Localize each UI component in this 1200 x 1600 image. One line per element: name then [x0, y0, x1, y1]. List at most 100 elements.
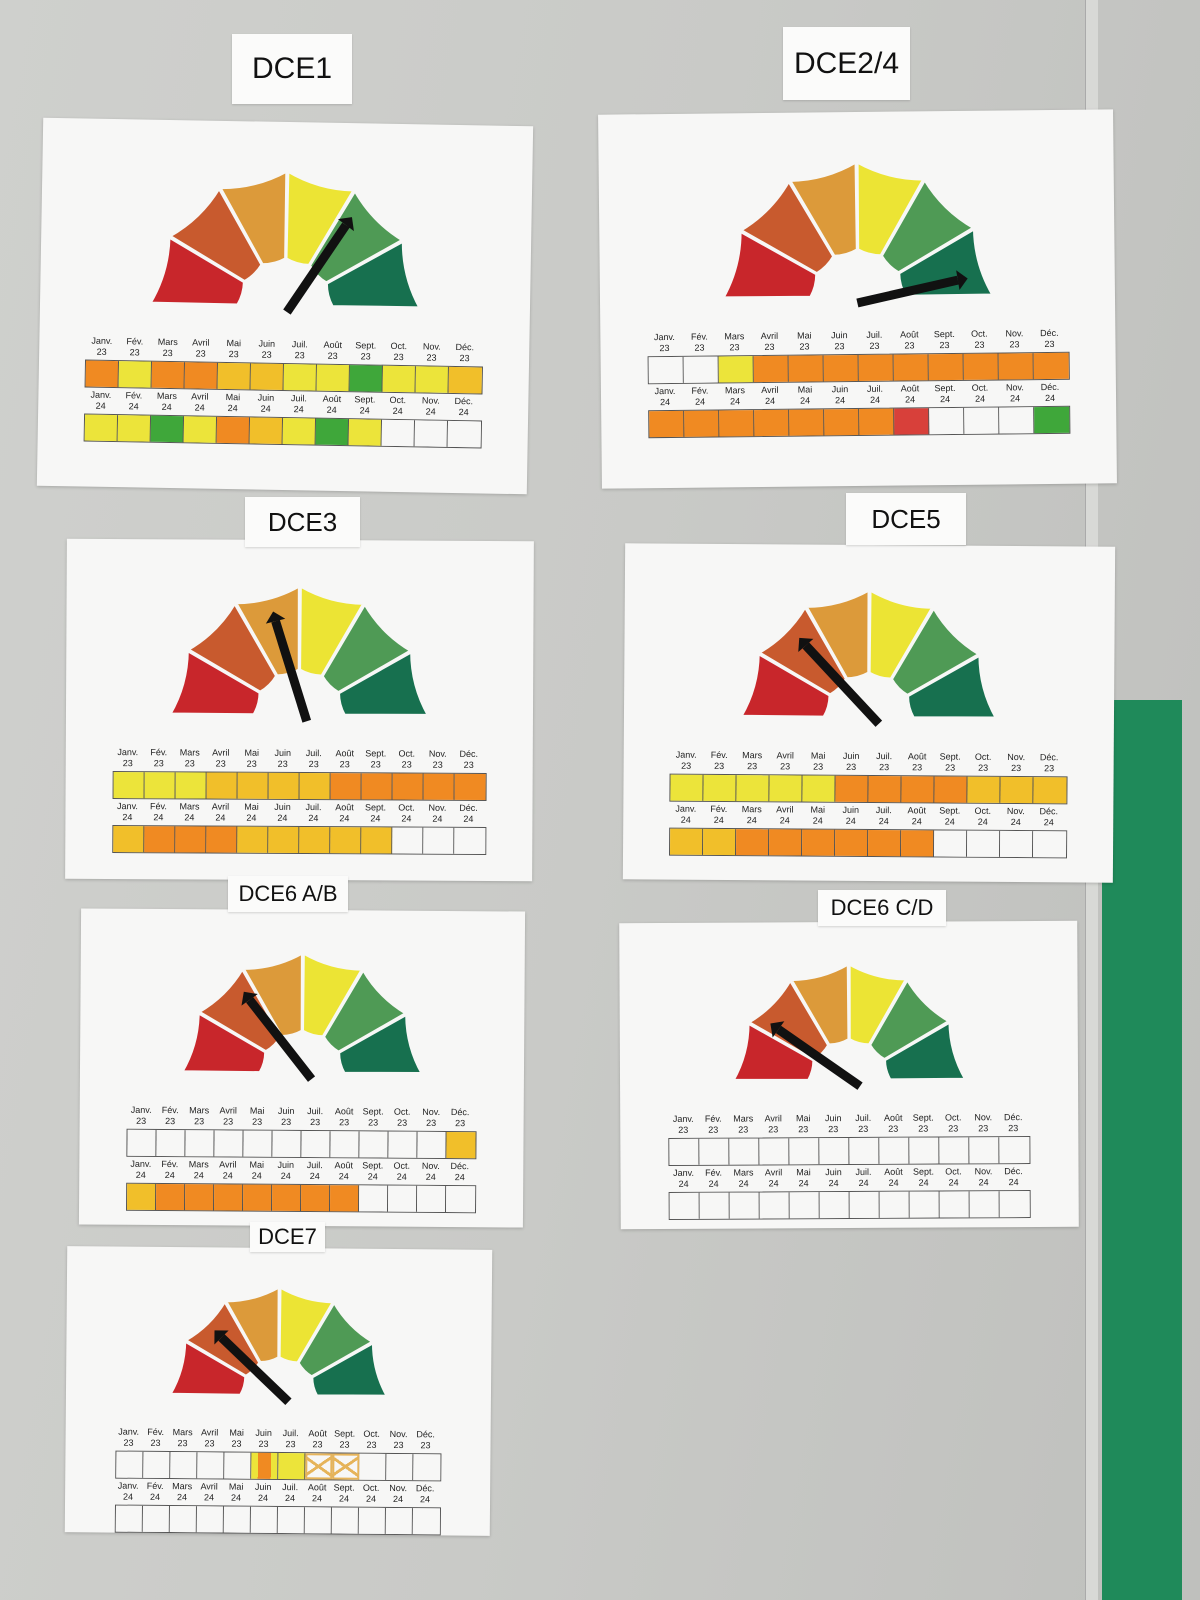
month-name: Mars — [733, 1113, 754, 1124]
month-year: 23 — [360, 351, 371, 362]
status-row — [112, 771, 487, 801]
status-cell — [753, 409, 789, 436]
month-name: Fév. — [125, 390, 143, 401]
status-cell — [144, 772, 176, 799]
month-name: Oct. — [398, 748, 416, 759]
month-year: 24 — [454, 1172, 465, 1183]
month-year: 23 — [223, 1116, 234, 1127]
month-label: Nov. 24 — [416, 1161, 445, 1183]
month-name: Mai — [249, 1159, 265, 1170]
month-year: 24 — [904, 394, 916, 405]
month-year: 23 — [194, 1116, 205, 1127]
month-year: 24 — [1044, 392, 1056, 403]
gauge-needle-arrowhead — [241, 991, 258, 1006]
month-label: Juil. 24 — [282, 393, 315, 416]
month-year: 23 — [978, 762, 989, 773]
board-sheet: Janv. 23 Fév. 23 Mars 23 Avril 23 Mai 23 Juin 23 Jui… — [619, 920, 1079, 1230]
status-cell — [196, 1506, 224, 1533]
status-cell — [447, 421, 482, 448]
gauge-needle — [855, 275, 959, 308]
status-cell — [272, 1130, 302, 1157]
month-year: 24 — [834, 395, 846, 406]
month-label: Déc. 23 — [453, 749, 484, 771]
status-cell — [361, 773, 393, 800]
month-name: Mai — [226, 338, 242, 349]
month-name: Janv. — [654, 385, 676, 397]
month-year: 24 — [1008, 1177, 1019, 1188]
status-row — [647, 351, 1070, 385]
month-year: 24 — [1009, 393, 1021, 404]
month-label: Avril 23 — [214, 1105, 243, 1127]
month-name: Fév. — [150, 801, 167, 812]
month-year: 24 — [260, 403, 271, 414]
month-labels: Janv. 24 Fév. 24 Mars 24 Avril 24 Mai 24 Juin 24 Jui… — [668, 1166, 1030, 1190]
status-cell — [142, 1505, 170, 1533]
month-year: 24 — [194, 402, 205, 413]
month-label: Oct. 24 — [381, 395, 414, 418]
status-cell — [236, 826, 268, 853]
status-cell — [422, 827, 454, 854]
month-label: Mai 24 — [216, 392, 249, 415]
status-cell — [963, 353, 999, 380]
month-name: Sept. — [939, 751, 961, 762]
board-sheet: Janv. 23 Fév. 23 Mars 23 Avril 23 Mai 23 Juin 23 Jui… — [78, 908, 526, 1228]
month-year: 24 — [738, 1178, 749, 1189]
month-name: Juil. — [306, 1160, 323, 1171]
status-cell — [415, 366, 449, 394]
gauge-needle — [775, 1025, 863, 1090]
month-label: Sept. 24 — [348, 394, 381, 417]
month-label: Janv. 23 — [127, 1105, 156, 1127]
month-label: Fév. 23 — [682, 331, 717, 353]
board-title: DCE7 — [250, 1222, 325, 1252]
monthly-grid: Janv. 23 Fév. 23 Mars 23 Avril 23 Mai 23 Juin 23 Jui… — [647, 328, 1070, 439]
month-year: 24 — [869, 394, 881, 405]
month-name: Août — [884, 1166, 903, 1177]
status-row — [647, 405, 1070, 439]
month-label: Sept. 24 — [360, 802, 391, 824]
month-name: Janv. — [118, 1426, 140, 1437]
month-name: Juil. — [290, 393, 307, 404]
month-year: 23 — [368, 1117, 379, 1128]
month-name: Oct. — [362, 1482, 380, 1493]
board-sheet: Janv. 23 Fév. 23 Mars 23 Avril 23 Mai 23 Juin 23 Jui… — [622, 543, 1116, 883]
status-cell — [243, 1184, 273, 1211]
month-name: Avril — [764, 1167, 783, 1178]
status-cell — [304, 1453, 332, 1480]
board-title: DCE5 — [846, 493, 966, 545]
month-label: Sept. 23 — [331, 1428, 358, 1450]
board-title: DCE6 C/D — [818, 890, 946, 926]
month-name: Sept. — [354, 394, 376, 405]
month-year: 23 — [1044, 763, 1055, 774]
status-cell — [359, 1185, 389, 1212]
month-name: Avril — [200, 1481, 218, 1492]
month-label: Mai 23 — [788, 1113, 818, 1135]
month-year: 23 — [312, 1439, 323, 1450]
status-cell — [250, 1452, 278, 1479]
month-year: 24 — [858, 1177, 869, 1188]
month-name: Fév. — [690, 331, 708, 342]
month-name: Mars — [179, 801, 200, 812]
month-year: 23 — [939, 339, 950, 351]
month-year: 23 — [798, 1124, 809, 1135]
month-year: 24 — [974, 393, 986, 404]
month-label: Janv. 23 — [670, 750, 703, 772]
month-name: Août — [308, 1428, 327, 1439]
status-cell — [736, 829, 770, 856]
status-cell — [849, 1191, 880, 1218]
month-year: 24 — [425, 406, 436, 417]
month-year: 23 — [129, 347, 140, 358]
status-cell — [299, 772, 331, 800]
month-name: Oct. — [971, 382, 989, 393]
month-labels: Janv. 23 Fév. 23 Mars 23 Avril 23 Mai 23 Juin 23 Jui… — [112, 747, 486, 771]
month-name: Oct. — [393, 1106, 411, 1117]
month-label: Oct. 24 — [387, 1161, 416, 1183]
month-year: 24 — [184, 812, 195, 823]
status-cell — [928, 407, 964, 435]
status-cell — [999, 830, 1034, 858]
month-year: 23 — [768, 1124, 779, 1135]
status-cell — [391, 827, 423, 854]
month-label: Sept. 24 — [933, 805, 966, 827]
status-cell — [185, 1130, 215, 1157]
status-cell — [414, 420, 449, 448]
status-cell — [788, 355, 824, 382]
